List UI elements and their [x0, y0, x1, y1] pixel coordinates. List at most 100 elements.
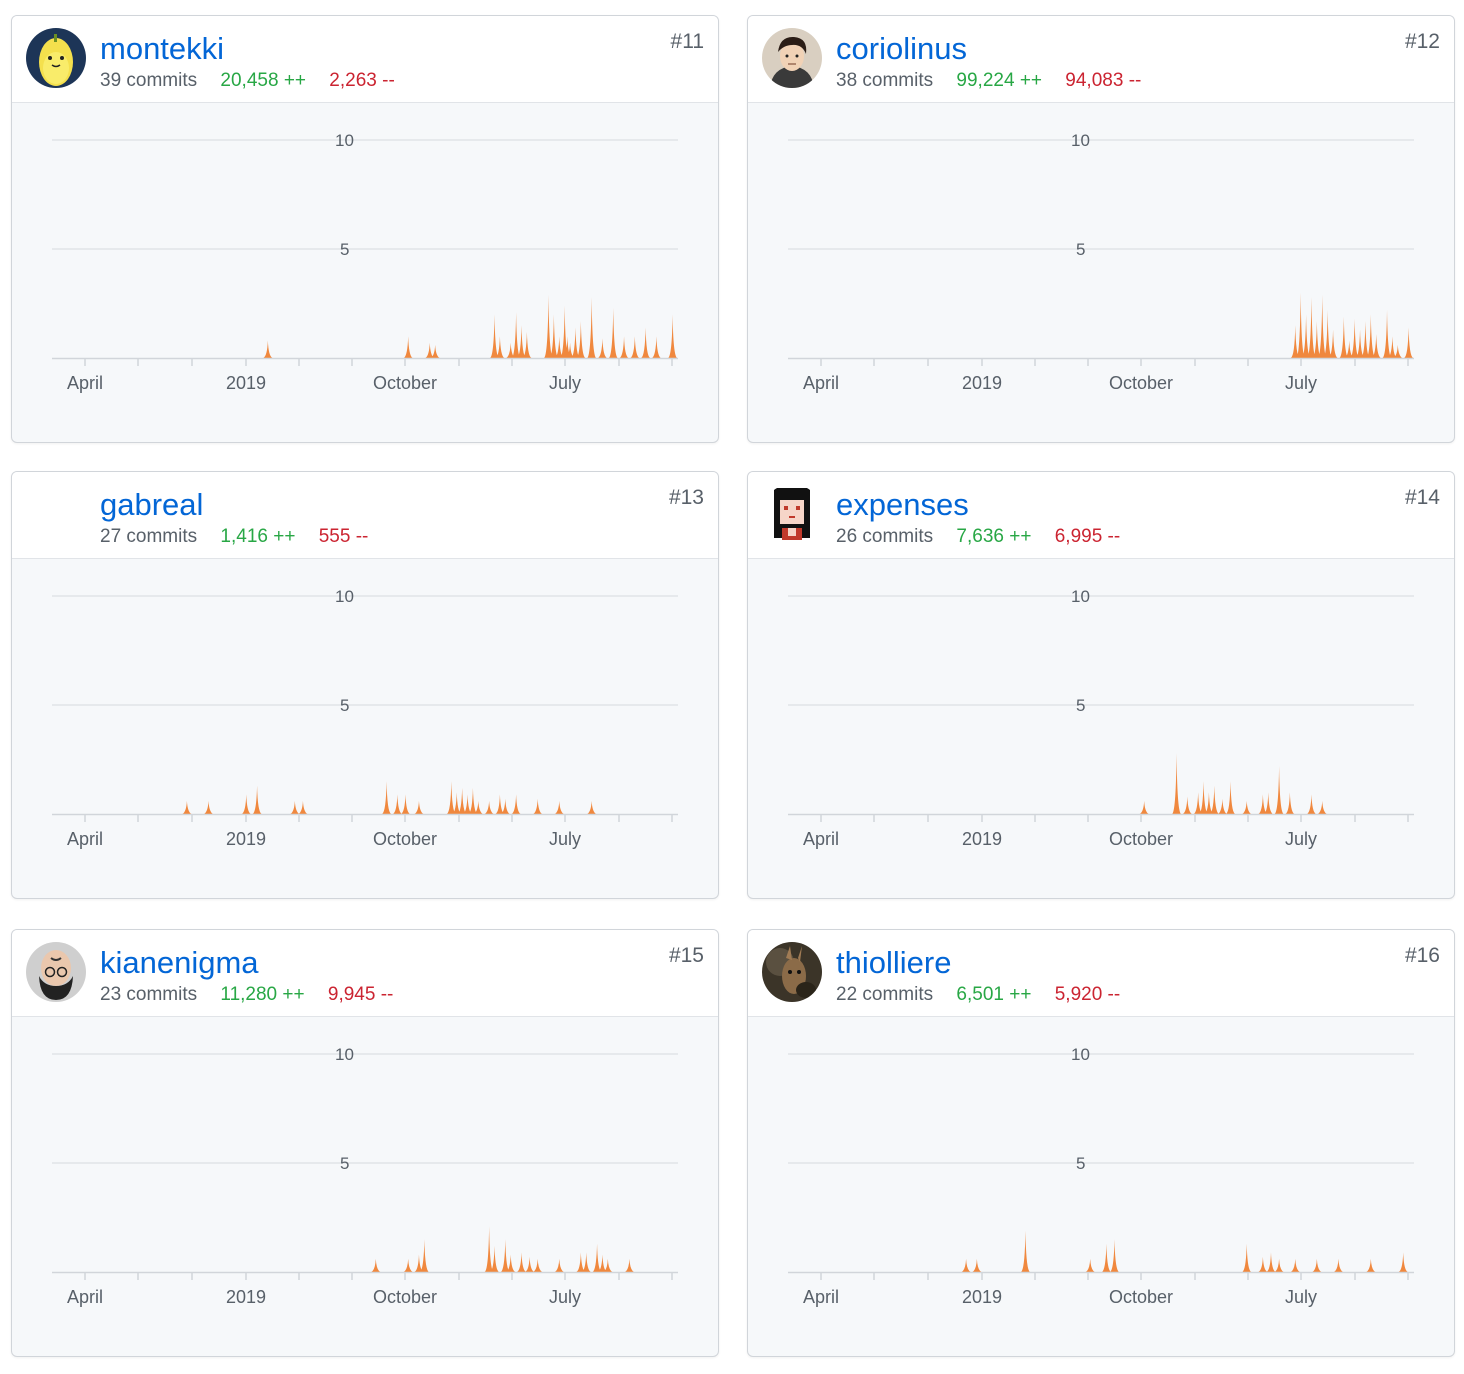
- contributor-card: coriolinus 38 commits 99,224 ++ 94,083 -…: [747, 15, 1455, 443]
- commit-area-series: [263, 294, 678, 358]
- contributor-card: gabreal 27 commits 1,416 ++ 555 -- #13 1…: [11, 471, 719, 899]
- commit-activity-chart: 10 5 April 2019 October July: [788, 1045, 1414, 1307]
- rank-badge: #16: [1404, 944, 1440, 967]
- commit-activity-chart: 10 5 April 2019 October July: [52, 131, 678, 393]
- x-tick-label: October: [373, 373, 437, 393]
- x-tick-label: July: [1285, 1287, 1317, 1307]
- card-header: gabreal 27 commits 1,416 ++ 555 -- #13: [12, 472, 718, 559]
- y-tick-label: 5: [340, 1154, 349, 1173]
- x-tick-label: October: [373, 1287, 437, 1307]
- contributor-stats: 38 commits 99,224 ++ 94,083 --: [836, 69, 1141, 93]
- additions-count: 20,458 ++: [220, 70, 307, 91]
- commit-activity-chart: 10 5 April 2019 October July: [52, 1045, 678, 1307]
- rank-badge: #12: [1404, 30, 1440, 53]
- cartoon-man-avatar-icon[interactable]: [762, 28, 822, 88]
- x-tick-label: 2019: [962, 1287, 1002, 1307]
- y-tick-label: 5: [340, 696, 349, 715]
- rank-badge: #14: [1404, 486, 1440, 509]
- y-tick-label: 5: [1076, 1154, 1085, 1173]
- y-tick-label: 10: [335, 1045, 354, 1064]
- additions-count: 1,416 ++: [220, 526, 296, 547]
- x-tick-label: October: [1109, 373, 1173, 393]
- contributor-stats: 23 commits 11,280 ++ 9,945 --: [100, 983, 393, 1007]
- deletions-count: 555 --: [318, 526, 369, 547]
- x-tick-label: April: [803, 829, 839, 849]
- x-tick-label: October: [373, 829, 437, 849]
- contributor-stats: 27 commits 1,416 ++ 555 --: [100, 525, 368, 549]
- contributor-card: montekki 39 commits 20,458 ++ 2,263 -- #…: [11, 15, 719, 443]
- x-tick-label: April: [67, 829, 103, 849]
- commit-area-series: [1290, 292, 1414, 358]
- username-link[interactable]: thiolliere: [836, 945, 952, 980]
- additions-count: 11,280 ++: [220, 984, 305, 1005]
- contributor-stats: 39 commits 20,458 ++ 2,263 --: [100, 69, 395, 93]
- card-header: coriolinus 38 commits 99,224 ++ 94,083 -…: [748, 16, 1454, 103]
- y-tick-label: 10: [335, 587, 354, 606]
- deletions-count: 5,920 --: [1054, 984, 1121, 1005]
- x-tick-label: 2019: [962, 829, 1002, 849]
- rank-badge: #13: [668, 486, 704, 509]
- additions-count: 99,224 ++: [956, 70, 1043, 91]
- username-link[interactable]: coriolinus: [836, 31, 967, 66]
- additions-count: 6,501 ++: [956, 984, 1032, 1005]
- banana-avatar-icon[interactable]: [26, 28, 86, 88]
- y-tick-label: 10: [1071, 131, 1090, 150]
- commit-area-series: [1139, 752, 1327, 814]
- contributor-card: expenses 26 commits 7,636 ++ 6,995 -- #1…: [747, 471, 1455, 899]
- y-tick-label: 5: [1076, 696, 1085, 715]
- y-tick-label: 10: [335, 131, 354, 150]
- x-tick-label: 2019: [226, 829, 266, 849]
- x-tick-label: April: [803, 1287, 839, 1307]
- x-tick-label: July: [549, 1287, 581, 1307]
- contributor-card: thiolliere 22 commits 6,501 ++ 5,920 -- …: [747, 929, 1455, 1357]
- contributor-stats: 26 commits 7,636 ++ 6,995 --: [836, 525, 1120, 549]
- deletions-count: 94,083 --: [1065, 70, 1142, 91]
- x-tick-label: October: [1109, 1287, 1173, 1307]
- username-link[interactable]: gabreal: [100, 487, 204, 522]
- card-header: thiolliere 22 commits 6,501 ++ 5,920 -- …: [748, 930, 1454, 1017]
- deletions-count: 2,263 --: [329, 70, 395, 91]
- commits-count-link[interactable]: 38 commits: [836, 70, 934, 91]
- x-tick-label: April: [67, 1287, 103, 1307]
- blank-avatar-icon[interactable]: [26, 484, 86, 544]
- y-tick-label: 5: [1076, 240, 1085, 259]
- commits-count-link[interactable]: 27 commits: [100, 526, 198, 547]
- username-link[interactable]: expenses: [836, 487, 969, 522]
- contributor-stats: 22 commits 6,501 ++ 5,920 --: [836, 983, 1120, 1007]
- y-tick-label: 10: [1071, 1045, 1090, 1064]
- commit-area-series: [961, 1230, 1408, 1272]
- x-tick-label: July: [549, 829, 581, 849]
- card-header: kianenigma 23 commits 11,280 ++ 9,945 --…: [12, 930, 718, 1017]
- upside-down-face-avatar-icon[interactable]: [26, 942, 86, 1002]
- commit-area-series: [182, 781, 597, 814]
- rank-badge: #15: [668, 944, 704, 967]
- username-link[interactable]: montekki: [100, 31, 225, 66]
- username-link[interactable]: kianenigma: [100, 945, 259, 980]
- commits-count-link[interactable]: 22 commits: [836, 984, 934, 1005]
- x-tick-label: October: [1109, 829, 1173, 849]
- commits-count-link[interactable]: 23 commits: [100, 984, 198, 1005]
- x-tick-label: April: [67, 373, 103, 393]
- y-tick-label: 10: [1071, 587, 1090, 606]
- rank-badge: #11: [670, 30, 704, 53]
- commit-area-series: [371, 1226, 634, 1272]
- commit-activity-chart: 10 5 April 2019 October July: [52, 587, 678, 849]
- x-tick-label: July: [1285, 829, 1317, 849]
- x-tick-label: 2019: [962, 373, 1002, 393]
- card-header: expenses 26 commits 7,636 ++ 6,995 -- #1…: [748, 472, 1454, 559]
- pixel-girl-avatar-icon[interactable]: [762, 484, 822, 544]
- x-tick-label: 2019: [226, 373, 266, 393]
- x-tick-label: July: [549, 373, 581, 393]
- x-tick-label: July: [1285, 373, 1317, 393]
- commit-activity-chart: 10 5 April 2019 October July: [788, 587, 1414, 849]
- contributor-card: kianenigma 23 commits 11,280 ++ 9,945 --…: [11, 929, 719, 1357]
- animal-photo-avatar-icon[interactable]: [762, 942, 822, 1002]
- x-tick-label: 2019: [226, 1287, 266, 1307]
- commits-count-link[interactable]: 26 commits: [836, 526, 934, 547]
- commits-count-link[interactable]: 39 commits: [100, 70, 198, 91]
- x-tick-label: April: [803, 373, 839, 393]
- y-tick-label: 5: [340, 240, 349, 259]
- deletions-count: 9,945 --: [327, 984, 394, 1005]
- commit-activity-chart: 10 5 April 2019 October July: [788, 131, 1414, 393]
- card-header: montekki 39 commits 20,458 ++ 2,263 -- #…: [12, 16, 718, 103]
